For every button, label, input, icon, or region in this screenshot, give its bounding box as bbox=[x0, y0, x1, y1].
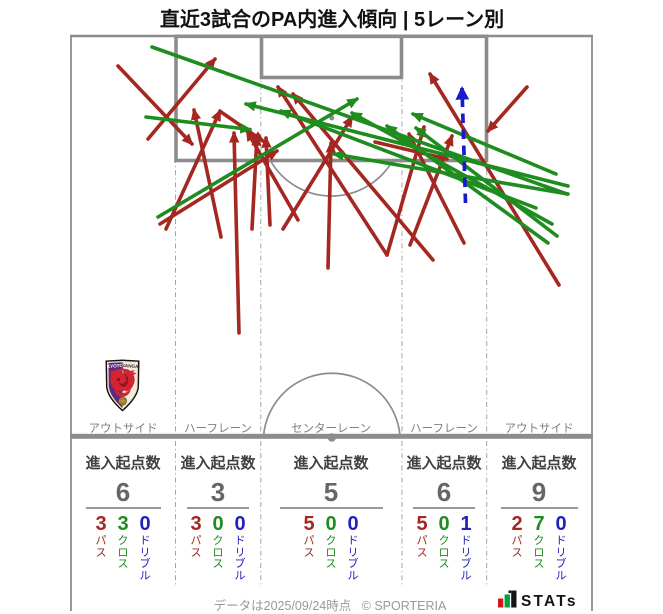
svg-text:KYOTO: KYOTO bbox=[107, 363, 124, 369]
svg-text:STATs: STATs bbox=[521, 593, 578, 610]
svg-text:SANGA: SANGA bbox=[122, 363, 140, 369]
